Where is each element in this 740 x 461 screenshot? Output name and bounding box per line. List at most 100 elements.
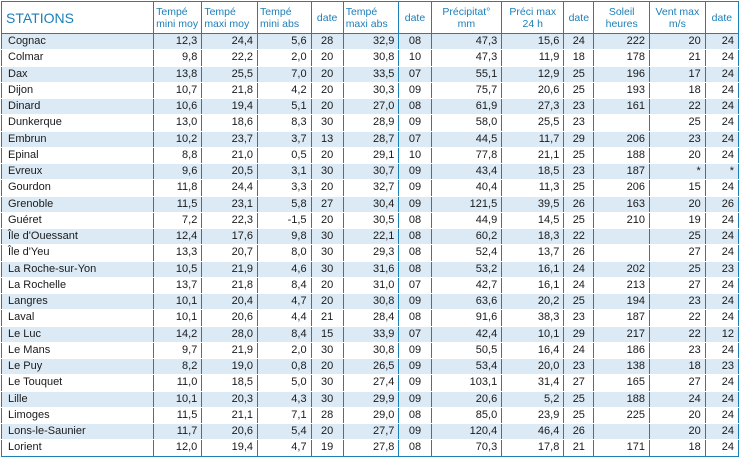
cell-temp-max-moy: 17,6	[201, 228, 259, 246]
cell-temp-min-abs: 4,4	[257, 309, 312, 327]
cell-temp-min-moy: 8,2	[153, 358, 203, 376]
cell-precipitation: 42,7	[430, 277, 503, 295]
cell-precip-max-24h: 11,9	[501, 49, 565, 67]
cell-temp-min-moy: 13,3	[153, 244, 203, 262]
table-row: Dijon 10,7 21,8 4,2 20 30,3 09 75,7 20,6 25 193 18 2…	[0, 82, 740, 100]
cell-date-min: 19	[310, 439, 344, 457]
col-header-temp-min-moy: Tempé mini moy	[153, 1, 203, 34]
cell-date-precip: 26	[563, 196, 595, 213]
cell-precipitation: 50,5	[430, 342, 503, 360]
cell-temp-min-abs: 4,2	[257, 82, 312, 100]
cell-temp-min-abs: 9,8	[257, 228, 312, 246]
cell-temp-min-abs: 5,4	[257, 423, 312, 441]
cell-precipitation: 52,4	[430, 244, 503, 262]
cell-sunshine-hours: 196	[593, 66, 651, 83]
cell-date-max: 09	[398, 293, 432, 311]
cell-precip-max-24h: 5,2	[501, 391, 565, 408]
cell-date-min: 20	[310, 277, 344, 295]
cell-date-max: 10	[398, 147, 432, 165]
cell-station-name: Guéret	[0, 212, 155, 230]
cell-date-precip: 25	[563, 293, 595, 311]
cell-sunshine-hours: 222	[593, 33, 651, 51]
cell-precipitation: 58,0	[430, 114, 503, 132]
cell-precip-max-24h: 17,8	[501, 439, 565, 457]
cell-sunshine-hours	[593, 423, 651, 441]
cell-wind-max: 24	[649, 391, 706, 408]
cell-station-name: Gourdon	[0, 179, 155, 197]
cell-temp-max-moy: 18,5	[201, 374, 259, 392]
cell-station-name: Dunkerque	[0, 114, 155, 132]
cell-date-wind: 24	[704, 98, 740, 116]
cell-temp-max-abs: 22,1	[342, 228, 400, 246]
cell-date-min: 30	[310, 374, 344, 392]
cell-sunshine-hours: 193	[593, 82, 651, 100]
cell-station-name: Limoges	[0, 407, 155, 425]
cell-date-min: 20	[310, 82, 344, 100]
cell-sunshine-hours: 225	[593, 407, 651, 425]
cell-temp-max-abs: 30,3	[342, 82, 400, 100]
cell-station-name: Lorient	[0, 439, 155, 457]
cell-sunshine-hours: 186	[593, 342, 651, 360]
cell-date-wind: 24	[704, 82, 740, 100]
cell-date-min: 20	[310, 423, 344, 441]
cell-date-min: 21	[310, 309, 344, 327]
cell-date-precip: 18	[563, 49, 595, 67]
cell-precip-max-24h: 23,9	[501, 407, 565, 425]
cell-temp-min-abs: 7,1	[257, 407, 312, 425]
cell-precip-max-24h: 13,7	[501, 244, 565, 262]
cell-date-precip: 24	[563, 261, 595, 278]
cell-precipitation: 91,6	[430, 309, 503, 327]
table-row: Dunkerque 13,0 18,6 8,3 30 28,9 09 58,0 25,5 23 25…	[0, 114, 740, 132]
cell-precipitation: 61,9	[430, 98, 503, 116]
col-header-sunshine-hours: Soleil heures	[593, 1, 651, 34]
cell-wind-max: 23	[649, 293, 706, 311]
cell-date-precip: 25	[563, 407, 595, 425]
cell-sunshine-hours: 161	[593, 98, 651, 116]
cell-temp-min-abs: 4,6	[257, 261, 312, 278]
cell-temp-min-abs: 3,3	[257, 179, 312, 197]
col-header-wind-max: Vent max m/s	[649, 1, 706, 34]
cell-date-wind: 24	[704, 179, 740, 197]
cell-date-wind: 24	[704, 407, 740, 425]
col-header-precipitation: Précipitat° mm	[430, 1, 503, 34]
cell-temp-max-moy: 20,3	[201, 391, 259, 408]
cell-sunshine-hours: 206	[593, 131, 651, 148]
cell-date-min: 30	[310, 261, 344, 278]
cell-precip-max-24h: 15,6	[501, 33, 565, 51]
cell-date-min: 13	[310, 131, 344, 148]
cell-date-max: 09	[398, 391, 432, 408]
cell-temp-min-abs: 4,7	[257, 439, 312, 457]
cell-date-min: 30	[310, 114, 344, 132]
cell-station-name: Dinard	[0, 98, 155, 116]
cell-temp-min-abs: 2,0	[257, 49, 312, 67]
table-row: Île d'Ouessant 12,4 17,6 9,8 30 22,1 08 60,2 18,…	[0, 228, 740, 246]
col-header-precip-max-24h: Préci max 24 h	[501, 1, 565, 34]
cell-temp-min-moy: 10,1	[153, 309, 203, 327]
cell-date-precip: 23	[563, 163, 595, 181]
cell-date-precip: 23	[563, 358, 595, 376]
cell-date-wind: 24	[704, 244, 740, 262]
cell-date-min: 30	[310, 163, 344, 181]
cell-temp-min-abs: 8,4	[257, 326, 312, 343]
cell-temp-max-abs: 27,4	[342, 374, 400, 392]
cell-wind-max: 23	[649, 342, 706, 360]
cell-temp-min-abs: 0,5	[257, 147, 312, 165]
cell-precip-max-24h: 20,0	[501, 358, 565, 376]
cell-precip-max-24h: 18,3	[501, 228, 565, 246]
cell-temp-min-moy: 10,2	[153, 131, 203, 148]
cell-date-min: 20	[310, 98, 344, 116]
cell-date-max: 09	[398, 114, 432, 132]
cell-date-wind: 24	[704, 342, 740, 360]
cell-station-name: Langres	[0, 293, 155, 311]
cell-date-max: 08	[398, 212, 432, 230]
cell-station-name: La Roche-sur-Yon	[0, 261, 155, 278]
cell-date-min: 20	[310, 179, 344, 197]
cell-date-wind: 24	[704, 66, 740, 83]
cell-date-precip: 25	[563, 179, 595, 197]
cell-station-name: La Rochelle	[0, 277, 155, 295]
col-header-temp-max-abs: Tempé maxi abs	[342, 1, 400, 34]
cell-temp-min-abs: 8,3	[257, 114, 312, 132]
cell-temp-max-abs: 32,7	[342, 179, 400, 197]
cell-date-wind: 24	[704, 33, 740, 51]
